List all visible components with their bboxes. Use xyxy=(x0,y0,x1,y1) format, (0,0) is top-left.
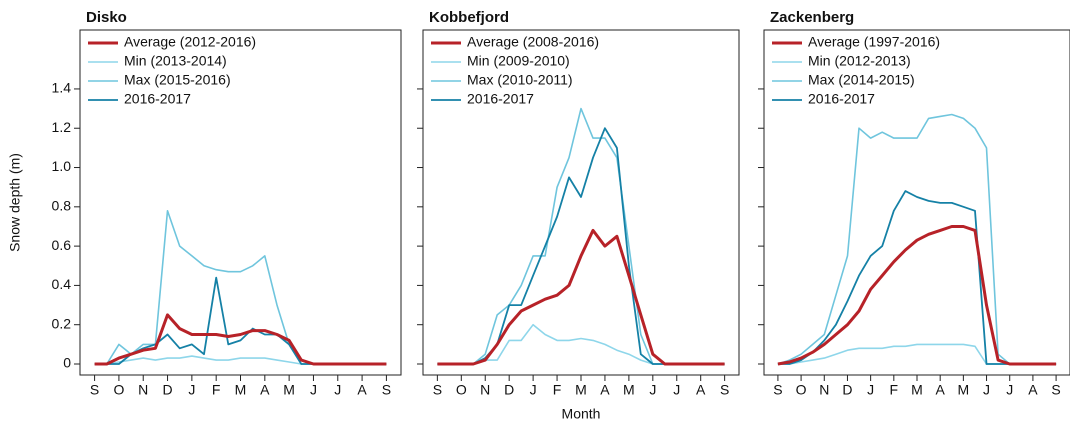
series-line xyxy=(94,313,387,366)
x-tick-label: J xyxy=(983,382,990,398)
series-line xyxy=(437,228,725,366)
x-tick-label: J xyxy=(1006,382,1013,398)
y-tick-label: 0.6 xyxy=(52,237,72,253)
legend-label: 2016-2017 xyxy=(467,91,534,107)
x-tick-label: F xyxy=(212,382,221,398)
legend-label: Max (2014-2015) xyxy=(808,72,915,88)
x-tick-label: J xyxy=(310,382,317,398)
y-tick-label: 1.0 xyxy=(52,158,72,174)
x-tick-label: J xyxy=(188,382,195,398)
x-tick-label: J xyxy=(530,382,537,398)
x-tick-label: J xyxy=(673,382,680,398)
x-axis-label: Month xyxy=(562,406,601,422)
x-tick-label: N xyxy=(480,382,490,398)
x-tick-label: A xyxy=(1028,382,1038,398)
x-tick-label: D xyxy=(842,382,852,398)
legend-label: Average (2012-2016) xyxy=(124,34,256,50)
x-tick-label: M xyxy=(235,382,247,398)
x-tick-label: A xyxy=(600,382,610,398)
x-tick-label: S xyxy=(382,382,391,398)
x-tick-label: S xyxy=(773,382,782,398)
y-tick-label: 0.2 xyxy=(52,315,72,331)
x-tick-label: O xyxy=(796,382,807,398)
x-tick-label: D xyxy=(504,382,514,398)
panel-title: Disko xyxy=(86,9,127,26)
x-tick-label: A xyxy=(696,382,706,398)
panel-title: Kobbefjord xyxy=(429,9,509,26)
y-tick-label: 1.4 xyxy=(52,80,72,96)
legend-label: Average (1997-2016) xyxy=(808,34,940,50)
legend-label: 2016-2017 xyxy=(124,91,191,107)
x-tick-label: O xyxy=(456,382,467,398)
x-tick-label: S xyxy=(1051,382,1060,398)
x-tick-label: A xyxy=(936,382,946,398)
y-tick-label: 0.8 xyxy=(52,198,72,214)
x-tick-label: M xyxy=(623,382,635,398)
y-tick-label: 0 xyxy=(63,355,71,371)
legend-label: Min (2012-2013) xyxy=(808,53,911,69)
legend-label: 2016-2017 xyxy=(808,91,875,107)
x-tick-label: O xyxy=(113,382,124,398)
y-axis-label: Snow depth (m) xyxy=(7,153,23,252)
x-tick-label: D xyxy=(162,382,172,398)
legend-label: Max (2010-2011) xyxy=(467,72,573,88)
x-tick-label: S xyxy=(433,382,442,398)
x-tick-label: M xyxy=(283,382,295,398)
x-tick-label: J xyxy=(334,382,341,398)
y-tick-label: 0.4 xyxy=(52,276,72,292)
x-tick-label: A xyxy=(260,382,270,398)
x-tick-label: J xyxy=(867,382,874,398)
x-tick-label: M xyxy=(958,382,970,398)
legend-label: Average (2008-2016) xyxy=(467,34,599,50)
y-tick-label: 1.2 xyxy=(52,119,72,135)
panel-title: Zackenberg xyxy=(770,9,854,26)
x-tick-label: M xyxy=(911,382,923,398)
series-line xyxy=(437,107,725,365)
x-tick-label: N xyxy=(819,382,829,398)
x-tick-label: F xyxy=(890,382,899,398)
x-tick-label: S xyxy=(90,382,99,398)
x-tick-label: J xyxy=(649,382,656,398)
series-line xyxy=(437,127,725,365)
x-tick-label: M xyxy=(575,382,587,398)
series-line xyxy=(777,225,1057,366)
x-tick-label: F xyxy=(553,382,562,398)
x-tick-label: S xyxy=(720,382,729,398)
legend-label: Min (2009-2010) xyxy=(467,53,570,69)
legend-label: Max (2015-2016) xyxy=(124,72,231,88)
x-tick-label: N xyxy=(138,382,148,398)
x-tick-label: A xyxy=(357,382,367,398)
legend-label: Min (2013-2014) xyxy=(124,53,227,69)
